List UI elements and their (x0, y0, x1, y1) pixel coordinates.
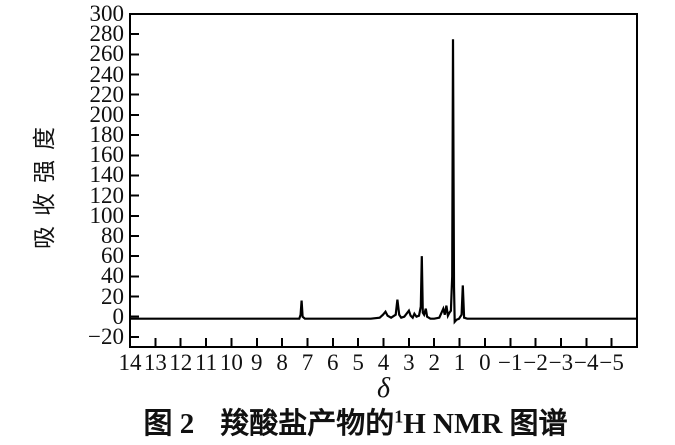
caption-body: 羧酸盐产物的 (220, 408, 395, 440)
y-tick-label: 80 (101, 223, 124, 248)
caption-suffix: H NMR 图谱 (403, 408, 568, 440)
y-tick-label: 260 (89, 41, 125, 67)
y-tick-label: 140 (89, 162, 125, 188)
x-tick-label: −4 (574, 350, 599, 375)
x-tick-label: −5 (599, 350, 624, 375)
x-tick-label: 12 (169, 350, 193, 375)
x-tick-label: 5 (352, 350, 364, 375)
spectrum-trace (130, 39, 637, 325)
x-tick-label: −3 (548, 350, 574, 375)
x-tick-label: −1 (498, 350, 523, 375)
x-tick-label: 9 (251, 350, 263, 375)
x-tick-label: 0 (479, 350, 491, 375)
y-tick-label: −20 (88, 323, 124, 349)
plot-frame (129, 13, 638, 348)
y-tick-label: 240 (89, 61, 125, 87)
x-tick-label: 1 (453, 350, 466, 375)
y-tick-label: 200 (89, 101, 125, 127)
y-tick-label: 60 (101, 243, 124, 269)
y-tick-label: 100 (89, 202, 125, 228)
caption-superscript: 1 (394, 406, 404, 427)
y-tick-label: 0 (112, 303, 125, 329)
x-tick-label: −2 (523, 350, 548, 375)
y-tick-label: 160 (89, 142, 125, 168)
x-tick-label: 8 (276, 350, 288, 375)
x-axis-title: δ (376, 373, 390, 404)
x-tick-label: 11 (194, 350, 218, 375)
y-tick-label: 120 (89, 182, 125, 208)
y-tick-label: 20 (101, 283, 124, 309)
x-tick-label: 14 (118, 350, 142, 375)
x-tick-label: 13 (143, 350, 167, 375)
y-tick-label: 220 (89, 81, 125, 107)
y-tick-label: 180 (89, 122, 125, 148)
caption-figure-number: 图 2 (143, 408, 195, 440)
y-tick-label: 300 (89, 1, 125, 26)
x-tick-label: 7 (301, 350, 314, 375)
x-tick-label: 2 (428, 350, 440, 375)
y-tick-label: 280 (89, 21, 125, 47)
x-tick-label: 6 (327, 350, 339, 375)
y-tick-label: 40 (101, 263, 124, 289)
x-tick-label: 10 (219, 350, 243, 375)
figure-caption: 图 2 羧酸盐产物的1H NMR 图谱 (0, 400, 675, 442)
x-tick-label: 4 (377, 350, 390, 375)
x-tick-label: 3 (403, 350, 415, 375)
